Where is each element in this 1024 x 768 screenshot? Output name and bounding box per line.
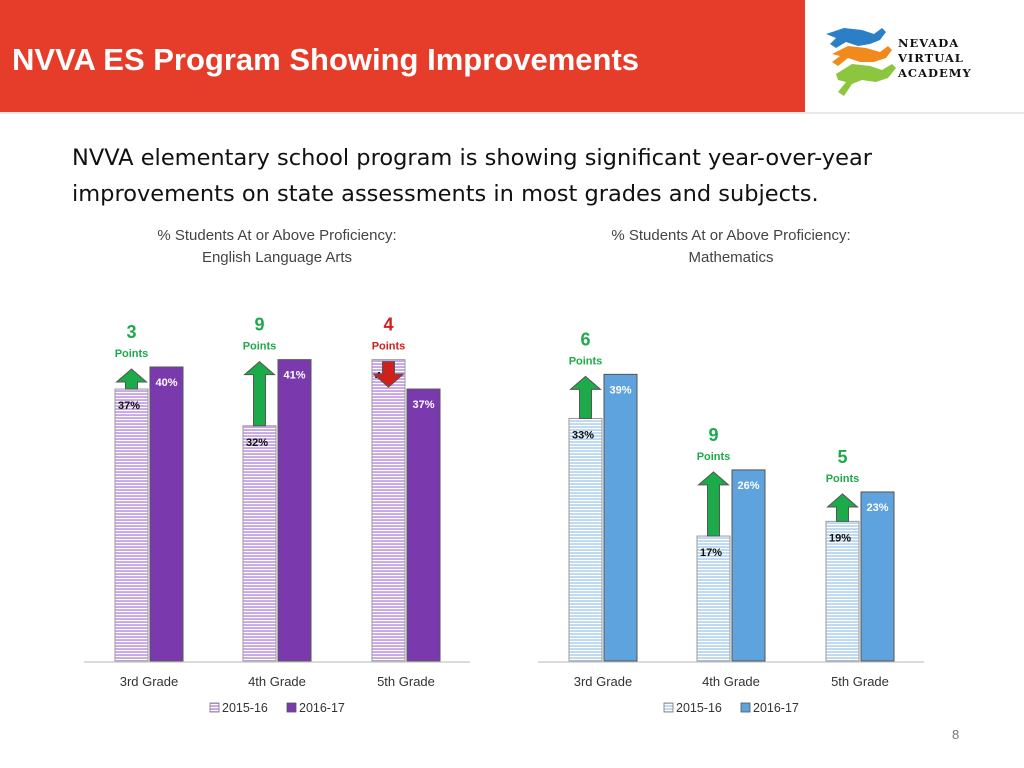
x-tick-label: 3rd Grade <box>574 674 633 689</box>
up-arrow-icon <box>115 368 148 390</box>
chart-title: % Students At or Above Proficiency: <box>157 227 396 244</box>
change-points-unit: Points <box>243 341 277 353</box>
bar-2015-16 <box>371 359 406 662</box>
logo-line: ACADEMY <box>898 66 972 80</box>
change-points-number: 5 <box>837 447 847 467</box>
up-arrow-icon <box>243 360 276 427</box>
ela-proficiency-chart: % Students At or Above Proficiency: Engli… <box>70 218 490 728</box>
up-arrow-icon <box>697 471 730 537</box>
change-points-unit: Points <box>697 451 731 463</box>
bar-2015-16 <box>114 388 149 662</box>
x-tick-label: 3rd Grade <box>120 674 179 689</box>
x-tick-label: 5th Grade <box>831 674 889 689</box>
page-title: NVVA ES Program Showing Improvements <box>12 42 640 77</box>
horse-logo-icon <box>826 28 896 96</box>
logo-wordmark: NEVADA VIRTUAL ACADEMY <box>898 36 972 81</box>
legend-swatch-2016-17 <box>286 702 297 713</box>
change-points-unit: Points <box>569 355 603 367</box>
data-label-2015-16: 19% <box>829 532 851 544</box>
data-label-2016-17: 23% <box>866 502 888 514</box>
x-tick-label: 4th Grade <box>248 674 306 689</box>
change-points-number: 9 <box>254 315 264 335</box>
math-proficiency-chart: % Students At or Above Proficiency: Mathe… <box>524 218 944 728</box>
data-label-2015-16: 33% <box>572 429 594 441</box>
header-divider <box>0 112 1024 114</box>
page-number: 8 <box>952 727 960 742</box>
change-points-number: 6 <box>580 329 590 349</box>
legend-label-2016-17: 2016-17 <box>753 701 799 715</box>
header-bar: NVVA ES Program Showing Improvements <box>0 0 805 112</box>
data-label-2016-17: 39% <box>609 384 631 396</box>
legend-label-2015-16: 2015-16 <box>222 701 268 715</box>
legend-label-2015-16: 2015-16 <box>676 701 722 715</box>
data-label-2016-17: 40% <box>155 377 177 389</box>
data-label-2016-17: 37% <box>412 399 434 411</box>
change-points-number: 3 <box>126 322 136 342</box>
ela-chart-canvas: % Students At or Above Proficiency: Engli… <box>84 227 470 715</box>
change-points-unit: Points <box>372 341 406 353</box>
change-points-number: 9 <box>708 425 718 445</box>
bar-2016-17 <box>277 359 312 662</box>
intro-paragraph: NVVA elementary school program is showin… <box>72 145 872 207</box>
change-points-unit: Points <box>115 348 149 360</box>
bar-2015-16 <box>242 425 277 662</box>
up-arrow-icon <box>826 493 859 522</box>
data-label-2015-16: 37% <box>118 400 140 412</box>
chart-title: % Students At or Above Proficiency: <box>611 227 850 244</box>
data-label-2015-16: 32% <box>246 437 268 449</box>
x-tick-label: 5th Grade <box>377 674 435 689</box>
bar-2015-16 <box>825 520 860 662</box>
data-label-2016-17: 41% <box>283 370 305 382</box>
logo-line: VIRTUAL <box>898 51 964 65</box>
x-tick-label: 4th Grade <box>702 674 760 689</box>
legend-swatch-2016-17 <box>740 702 751 713</box>
chart-subtitle: Mathematics <box>688 249 773 266</box>
data-label-2016-17: 26% <box>737 480 759 492</box>
bar-2016-17 <box>860 491 895 662</box>
bar-2016-17 <box>406 388 441 662</box>
bar-2016-17 <box>603 373 638 662</box>
legend-label-2016-17: 2016-17 <box>299 701 345 715</box>
legend-swatch-2015-16 <box>663 702 674 713</box>
data-label-2015-16: 17% <box>700 547 722 559</box>
bar-2016-17 <box>731 469 766 662</box>
legend-swatch-2015-16 <box>209 702 220 713</box>
chart-subtitle: English Language Arts <box>202 249 352 266</box>
change-points-number: 4 <box>383 315 393 335</box>
up-arrow-icon <box>569 375 602 419</box>
change-points-unit: Points <box>826 473 860 485</box>
nevada-virtual-academy-logo <box>822 22 1012 100</box>
math-chart-canvas: % Students At or Above Proficiency: Mathe… <box>538 227 924 715</box>
logo-line: NEVADA <box>898 36 960 50</box>
bar-2015-16 <box>568 417 603 662</box>
bar-2016-17 <box>149 366 184 662</box>
down-arrow-icon <box>372 361 405 388</box>
